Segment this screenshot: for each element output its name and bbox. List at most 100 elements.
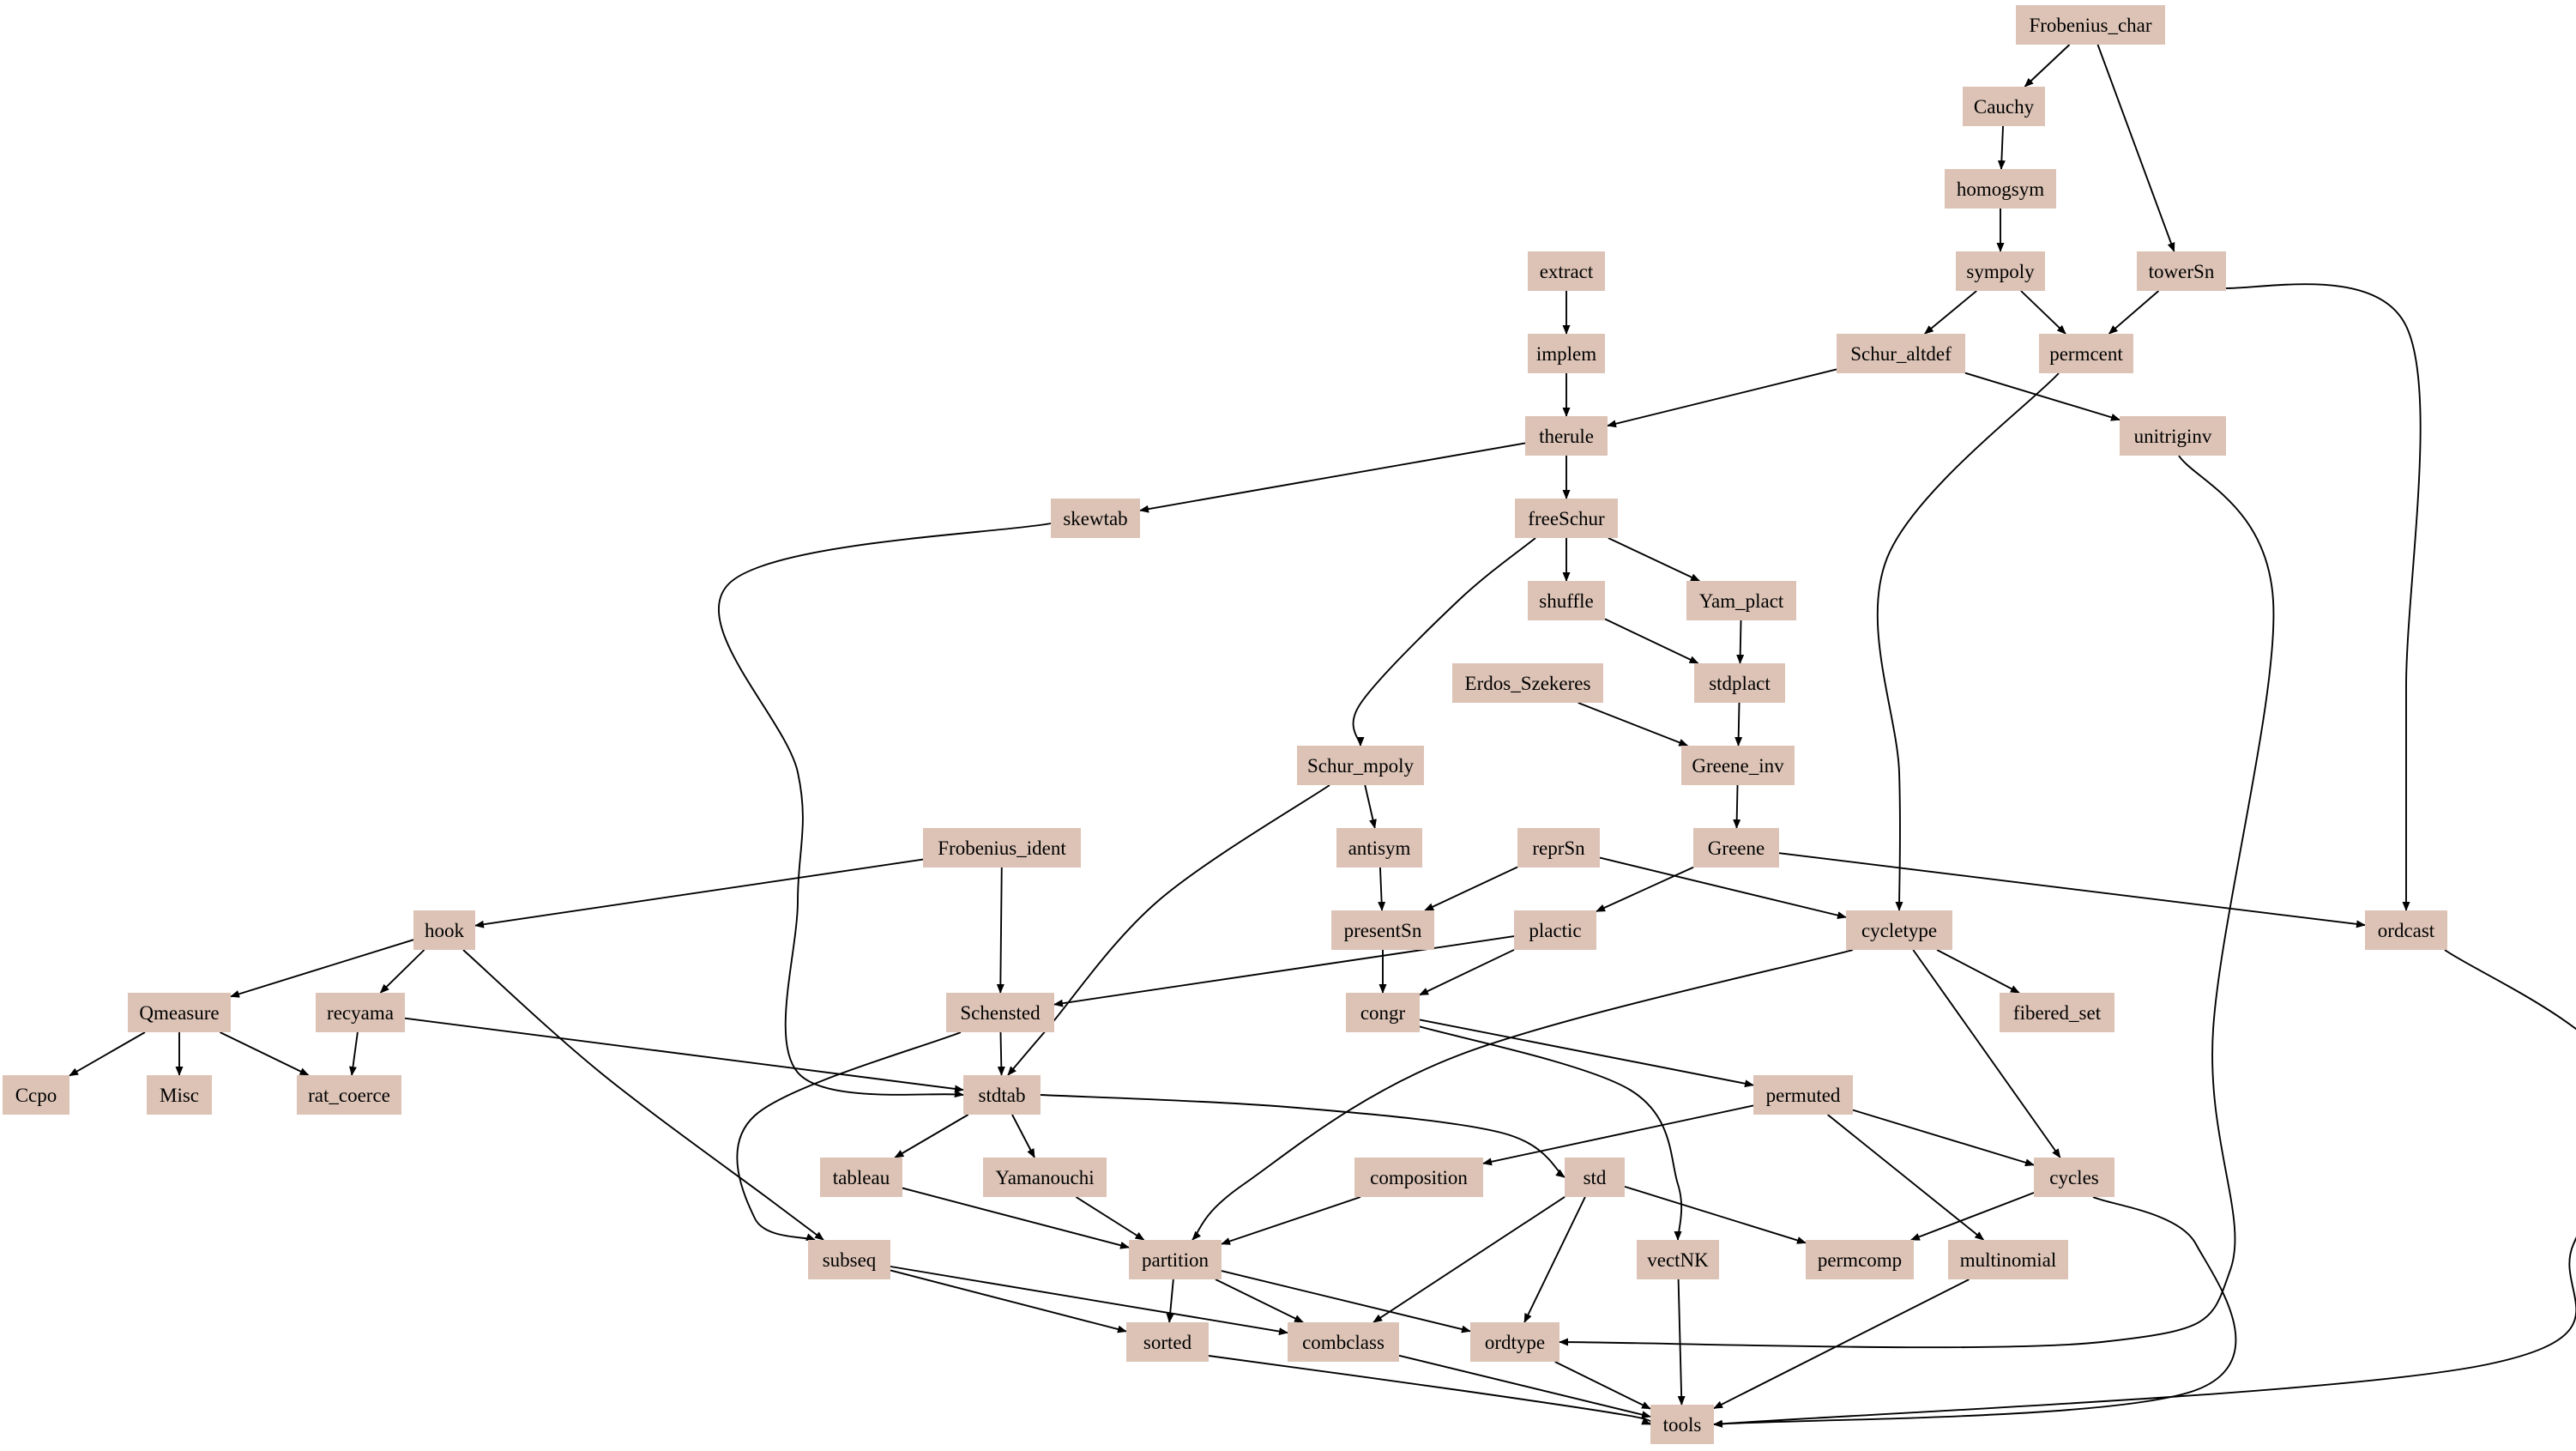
node-box [1288,1322,1399,1362]
edge-recyama-to-stdtab [404,1017,964,1093]
node-Qmeasure: Qmeasure [128,993,231,1032]
node-homogsym: homogsym [1945,169,2056,209]
node-skewtab: skewtab [1051,499,1140,538]
edge-partition-to-combclass [1215,1279,1304,1323]
edge-Yamanouchi-to-partition [1075,1196,1145,1241]
node-label: ordtype [1485,1332,1545,1353]
node-box [1452,663,1603,703]
node-label: permuted [1766,1085,1841,1106]
node-box [316,993,405,1032]
edge-cycletype-to-partition [1191,949,1854,1241]
node-permcent: permcent [2039,334,2133,373]
node-plactic: plactic [1514,910,1596,950]
edge-composition-to-partition [1221,1196,1361,1245]
node-box [808,1240,890,1279]
node-box [1963,87,2045,126]
node-Greene: Greene [1693,828,1779,868]
edge-plactic-to-congr [1419,949,1515,996]
node-box [1846,910,1952,950]
node-box [2034,1158,2114,1197]
node-label: subseq [823,1249,877,1271]
node-Ccpo: Ccpo [3,1075,69,1115]
node-sorted: sorted [1126,1322,1209,1362]
node-box [1051,499,1140,538]
node-vectNK: vectNK [1637,1240,1719,1279]
edge-ordtype-to-tools [1554,1361,1651,1410]
edge-Schensted-to-stdtab [997,1031,1005,1076]
edge-cycles-to-permcomp [1909,1192,2035,1241]
edge-reprSn-to-cycletype [1599,856,1847,920]
node-label: plactic [1529,920,1581,941]
node-recyama: recyama [316,993,405,1032]
edge-towerSn-to-permcent [2108,290,2160,335]
node-implem: implem [1528,334,1605,373]
edge-stdtab-to-std [1040,1094,1566,1178]
node-box [147,1075,212,1115]
edge-subseq-to-sorted [890,1269,1127,1333]
node-extract: extract [1528,251,1605,291]
edge-hook-to-Qmeasure [230,939,414,998]
edge-stdtab-to-Yamanouchi [1011,1114,1035,1158]
node-box [3,1075,69,1115]
node-Erdos_Szekeres: Erdos_Szekeres [1452,663,1603,703]
node-Yam_plact: Yam_plact [1686,581,1796,620]
node-label: permcomp [1818,1249,1902,1271]
edge-permuted-to-multinomial [1827,1114,1985,1241]
node-label: sorted [1143,1332,1192,1353]
node-multinomial: multinomial [1948,1240,2068,1279]
node-box [983,1158,1107,1197]
edge-cycles-to-tools [1713,1196,2237,1428]
edge-skewtab-to-stdtab [717,523,1052,1098]
node-label: ordcast [2378,920,2435,941]
node-label: congr [1360,1002,1406,1024]
edge-recyama-to-rat_coerce [348,1031,359,1076]
nodes-layer: Frobenius_char Cauchy homogsym sympoly tower… [3,5,2447,1444]
node-box [1525,416,1608,456]
node-box [1956,251,2045,291]
node-label: partition [1142,1249,1209,1271]
node-tools: tools [1650,1405,1714,1444]
node-box [1346,993,1420,1032]
node-label: permcent [2049,343,2123,365]
edge-Qmeasure-to-Ccpo [69,1031,146,1077]
edge-Frobenius_ident-to-Schensted [996,867,1004,994]
node-label: Frobenius_ident [938,837,1066,859]
node-tableau: tableau [820,1158,902,1197]
node-sympoly: sympoly [1956,251,2045,291]
node-stdplact: stdplact [1694,663,1785,703]
node-box [1694,663,1785,703]
node-box [2000,993,2114,1032]
edge-Cauchy-to-homogsym [1997,125,2006,170]
edge-freeSchur-to-Schur_mpoly [1352,537,1536,747]
node-box [1354,1158,1483,1197]
node-box [963,1075,1041,1115]
node-Frobenius_ident: Frobenius_ident [923,828,1081,868]
edge-Greene_inv-to-Greene [1733,784,1741,829]
node-label: tableau [833,1167,890,1188]
edge-permcent-to-cycletype [1876,372,2060,911]
edge-Schur_mpoly-to-stdtab [1007,784,1330,1076]
node-box [2039,334,2133,373]
node-rat_coerce: rat_coerce [297,1075,401,1115]
edge-towerSn-to-ordcast [2212,283,2422,911]
node-label: cycles [2049,1167,2099,1188]
node-label: Cauchy [1974,96,2035,118]
node-cycles: cycles [2034,1158,2114,1197]
node-Frobenius_char: Frobenius_char [2016,5,2165,45]
node-label: stdtab [979,1085,1026,1106]
node-box [1753,1075,1853,1115]
edge-therule-to-skewtab [1139,442,1526,513]
edge-Frobenius_char-to-Cauchy [2024,44,2071,88]
node-box [1336,828,1422,868]
node-towerSn: towerSn [2137,251,2226,291]
node-box [1806,1240,1914,1279]
edge-unitriginv-to-ordtype [1559,455,2275,1349]
edge-permuted-to-composition [1482,1104,1754,1166]
edge-plactic-to-Schensted [1053,935,1515,1007]
edge-Schensted-to-subseq [736,1031,962,1241]
edges-layer [69,44,2576,1428]
node-label: recyama [327,1002,394,1024]
node-label: therule [1539,426,1594,447]
edge-std-to-combclass [1372,1196,1566,1323]
edge-stdtab-to-tableau [894,1114,969,1158]
